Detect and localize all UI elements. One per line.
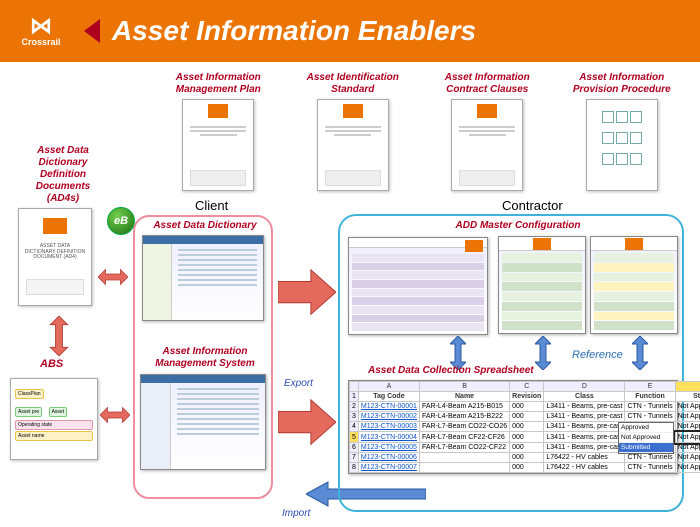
doc-thumb — [182, 99, 254, 191]
reference-label: Reference — [572, 349, 623, 361]
reference-arrow-3-icon — [632, 336, 648, 370]
doc-thumb — [586, 99, 658, 191]
arrow-export-icon — [278, 396, 336, 450]
tag-code-link[interactable]: M123-CTN-00004 — [361, 434, 417, 441]
ad4-doc-title-2: DOCUMENT (AD4) — [24, 255, 86, 261]
master-config-sheet-3 — [590, 236, 678, 334]
logo-glyph-icon: ⋈ — [30, 15, 52, 37]
arrow-ad4-to-abs-icon — [46, 316, 72, 356]
crossrail-mini-logo-icon — [43, 218, 67, 234]
doc-thumb — [451, 99, 523, 191]
tag-code-link[interactable]: M123-CTN-00005 — [361, 444, 417, 451]
table-row[interactable]: 2M123-CTN-00001FAR-L4-Beam A215-B015000L… — [350, 402, 700, 412]
top-doc: Asset InformationProvision Procedure — [564, 72, 681, 191]
top-doc-label: Asset InformationContract Clauses — [429, 72, 546, 96]
import-label: Import — [282, 508, 310, 519]
arrow-client-to-contractor-top-icon — [278, 266, 336, 320]
slide-header: ⋈ Crossrail Asset Information Enablers — [0, 0, 700, 62]
add-master-config-label: ADD Master Configuration — [428, 220, 608, 232]
crossrail-mini-logo-icon — [208, 104, 228, 118]
export-label: Export — [284, 378, 313, 389]
arrow-ad4-to-add-icon — [98, 262, 128, 292]
ad4-document-thumb: ASSET DATA DICTIONARY DEFINITION DOCUMEN… — [18, 208, 92, 306]
top-doc-label: Asset IdentificationStandard — [295, 72, 412, 96]
master-config-sheet-1 — [348, 237, 488, 335]
top-doc-label: Asset InformationProvision Procedure — [564, 72, 681, 96]
status-dropdown-popup[interactable]: ApprovedNot ApprovedSubmitted — [618, 422, 674, 454]
arrow-abs-to-aims-icon — [100, 400, 130, 430]
ad4-label: Asset Data Dictionary Definition Documen… — [22, 145, 104, 205]
tag-code-link[interactable]: M123-CTN-00003 — [361, 423, 417, 430]
aims-screenshot — [140, 374, 266, 470]
dropdown-option[interactable]: Submitted — [619, 443, 673, 453]
aims-label: Asset InformationManagement System — [150, 346, 260, 369]
dropdown-option[interactable]: Not Approved — [619, 433, 673, 443]
tag-code-link[interactable]: M123-CTN-00007 — [361, 464, 417, 471]
slide-title: Asset Information Enablers — [112, 15, 476, 47]
crossrail-mini-logo-icon — [477, 104, 497, 118]
tag-code-link[interactable]: M123-CTN-00006 — [361, 454, 417, 461]
tag-code-link[interactable]: M123-CTN-00002 — [361, 413, 417, 420]
asset-data-dictionary-screenshot — [142, 235, 264, 321]
adcs-label: Asset Data Collection Spreadsheet — [368, 365, 588, 377]
top-doc: Asset InformationManagement Plan — [160, 72, 277, 191]
table-row[interactable]: 8M123-CTN-00007000L76422 - HV cablesCTN … — [350, 463, 700, 473]
abs-label: ABS — [40, 358, 63, 370]
contractor-role-label: Contractor — [502, 198, 563, 213]
tag-code-link[interactable]: M123-CTN-00001 — [361, 403, 417, 410]
asset-data-dictionary-label: Asset Data Dictionary — [150, 220, 260, 232]
logo-brand-text: Crossrail — [21, 37, 60, 47]
table-row[interactable]: 7M123-CTN-00006000L76422 - HV cablesCTN … — [350, 453, 700, 463]
table-row[interactable]: 3M123-CTN-00002FAR-L4-Beam A215-B222000L… — [350, 412, 700, 422]
top-doc: Asset IdentificationStandard — [295, 72, 412, 191]
top-doc-label: Asset InformationManagement Plan — [160, 72, 277, 96]
abs-diagram-thumb: ClassPlan Asset pre Asset Operating stat… — [10, 378, 98, 460]
master-config-sheet-2 — [498, 236, 586, 334]
triangle-left-icon — [84, 19, 100, 43]
top-doc: Asset InformationContract Clauses — [429, 72, 546, 191]
dropdown-option[interactable]: Approved — [619, 423, 673, 433]
eb-badge-icon: eB — [107, 207, 135, 235]
doc-thumb — [317, 99, 389, 191]
client-role-label: Client — [195, 198, 228, 213]
top-doc-row: Asset InformationManagement Plan Asset Id… — [160, 72, 680, 191]
crossrail-logo: ⋈ Crossrail — [12, 7, 70, 55]
crossrail-mini-logo-icon — [343, 104, 363, 118]
